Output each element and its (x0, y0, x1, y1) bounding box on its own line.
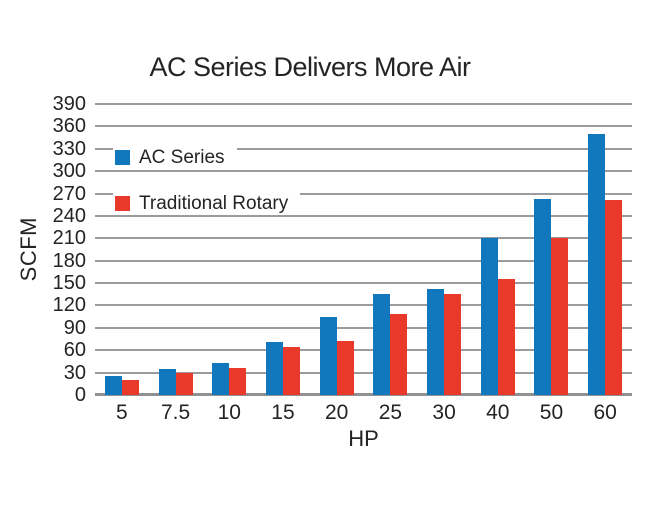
x-tick-label-30hp: 30 (432, 401, 456, 424)
bar-group-7.5hp (149, 104, 203, 395)
legend: AC Series Traditional Rotary (113, 146, 301, 215)
bar-group-25hp (364, 104, 418, 395)
bar-group-15hp (256, 104, 310, 395)
legend-label-traditional-rotary: Traditional Rotary (139, 193, 289, 214)
y-tick-label-60: 60 (63, 339, 86, 362)
bar-traditional-rotary-20hp (336, 340, 354, 395)
bar-ac-series-15hp (265, 342, 283, 395)
legend-label-ac-series: AC Series (139, 147, 225, 168)
gridline-120 (95, 304, 632, 307)
bar-ac-series-60hp (588, 133, 606, 395)
gridline-360 (95, 125, 632, 128)
bar-traditional-rotary-15hp (282, 346, 300, 395)
y-tick-label-90: 90 (63, 316, 86, 339)
bar-traditional-rotary-7.5hp (175, 373, 193, 395)
x-tick-label-7.5hp: 7.5 (160, 401, 191, 424)
y-tick-label-270: 270 (52, 182, 86, 205)
bar-group-30hp (417, 104, 471, 395)
bar-group-20hp (310, 104, 364, 395)
y-tick-label-300: 300 (52, 160, 86, 183)
gridline-60 (95, 349, 632, 352)
y-tick-label-180: 180 (52, 249, 86, 272)
y-tick-label-210: 210 (52, 227, 86, 250)
y-tick-label-120: 120 (52, 294, 86, 317)
bar-traditional-rotary-60hp (605, 200, 623, 395)
bar-ac-series-7.5hp (158, 368, 176, 395)
gridline-300 (95, 170, 632, 173)
x-axis-label: HP (348, 426, 379, 451)
bar-traditional-rotary-5hp (121, 380, 139, 395)
gridline-30 (95, 371, 632, 374)
gridline-240 (95, 214, 632, 217)
chart-title: AC Series Delivers More Air (149, 52, 471, 82)
legend-item-traditional-rotary: Traditional Rotary (113, 192, 301, 215)
bar-traditional-rotary-10hp (229, 368, 247, 395)
legend-item-ac-series: AC Series (113, 146, 237, 169)
gridline-270 (95, 192, 632, 195)
bar-group-60hp (578, 104, 632, 395)
bar-traditional-rotary-40hp (497, 279, 515, 395)
bar-ac-series-40hp (480, 238, 498, 395)
y-tick-label-240: 240 (52, 204, 86, 227)
gridline-210 (95, 237, 632, 240)
gridline-90 (95, 326, 632, 329)
bar-traditional-rotary-25hp (390, 313, 408, 395)
x-tick-label-5hp: 5 (116, 401, 128, 424)
gridline-390 (95, 103, 632, 105)
y-tick-label-360: 360 (52, 115, 86, 138)
y-tick-label-390: 390 (52, 93, 86, 115)
gridline-180 (95, 259, 632, 262)
bar-ac-series-50hp (534, 198, 552, 395)
y-axis-ticks: 0 30 60 90 120 150 180 210 240 270 300 330 360 390 (30, 94, 86, 405)
y-tick-label-330: 330 (52, 137, 86, 160)
x-tick-label-10hp: 10 (217, 401, 241, 424)
gridline-150 (95, 282, 632, 285)
x-axis-ticks: 5 7.5 10 15 20 25 30 40 50 60 (95, 401, 632, 425)
x-tick-label-50hp: 50 (539, 401, 564, 424)
y-tick-label-150: 150 (52, 272, 86, 295)
bar-ac-series-20hp (319, 317, 337, 395)
legend-swatch-traditional-rotary (115, 196, 130, 211)
bar-groups (95, 104, 632, 395)
bar-traditional-rotary-50hp (551, 237, 569, 395)
bar-group-10hp (202, 104, 256, 395)
x-tick-label-20hp: 20 (324, 401, 349, 424)
bar-group-50hp (525, 104, 579, 395)
x-tick-label-60hp: 60 (593, 401, 617, 424)
bar-ac-series-25hp (373, 294, 391, 395)
x-tick-label-40hp: 40 (486, 401, 510, 424)
bar-traditional-rotary-30hp (444, 293, 462, 395)
bar-ac-series-5hp (104, 376, 122, 395)
y-tick-label-0: 0 (74, 384, 86, 406)
y-tick-label-30: 30 (63, 361, 86, 384)
bar-group-5hp (95, 104, 149, 395)
plot-area: AC Series Traditional Rotary (95, 103, 632, 396)
bar-ac-series-10hp (212, 362, 230, 395)
gridline-330 (95, 147, 632, 150)
x-tick-label-15hp: 15 (271, 401, 295, 424)
x-tick-label-25hp: 25 (378, 401, 403, 424)
bar-ac-series-30hp (427, 289, 445, 395)
gridline-0 (95, 393, 632, 396)
bar-group-40hp (471, 104, 525, 395)
legend-swatch-ac-series (115, 150, 130, 165)
